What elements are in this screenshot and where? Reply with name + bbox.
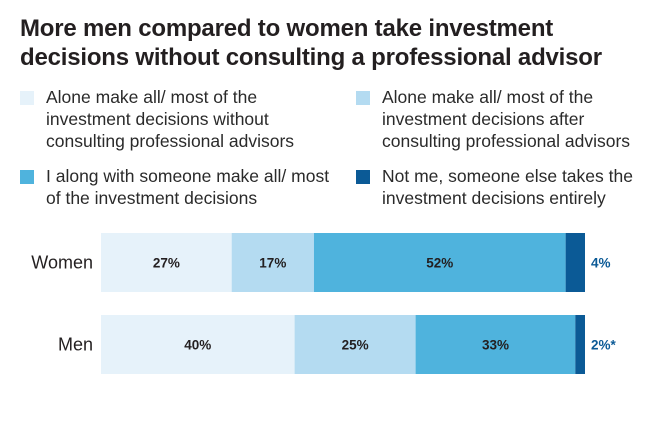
legend-swatch xyxy=(356,170,370,184)
legend-label: Not me, someone else takes the investmen… xyxy=(382,166,633,208)
data-label: 17% xyxy=(259,256,286,271)
bar-segment xyxy=(101,315,295,374)
legend-swatch xyxy=(20,170,34,184)
category-label: Men xyxy=(58,335,93,355)
legend-label: I along with someone make all/ most of t… xyxy=(46,166,330,208)
bar-segment xyxy=(415,315,576,374)
bar-segment xyxy=(231,233,314,292)
bar-segment xyxy=(565,233,585,292)
bar-segment xyxy=(101,233,232,292)
legend-swatch xyxy=(20,91,34,105)
bar-segment xyxy=(294,315,416,374)
data-label: 33% xyxy=(482,338,509,353)
chart-title: More men compared to women take investme… xyxy=(20,15,602,71)
data-label: 25% xyxy=(342,338,369,353)
bar-segment xyxy=(575,315,585,374)
data-label: 40% xyxy=(184,338,211,353)
legend-label: Alone make all/ most of the investment d… xyxy=(46,87,295,151)
bar-segment xyxy=(313,233,566,292)
data-label: 2%* xyxy=(591,338,617,353)
data-label: 52% xyxy=(426,256,453,271)
legend-swatch xyxy=(356,91,370,105)
data-label: 27% xyxy=(153,256,180,271)
legend-label: Alone make all/ most of the investment d… xyxy=(382,87,631,151)
category-label: Women xyxy=(31,253,93,273)
legend: Alone make all/ most of the investment d… xyxy=(20,86,650,216)
data-label: 4% xyxy=(591,256,611,271)
